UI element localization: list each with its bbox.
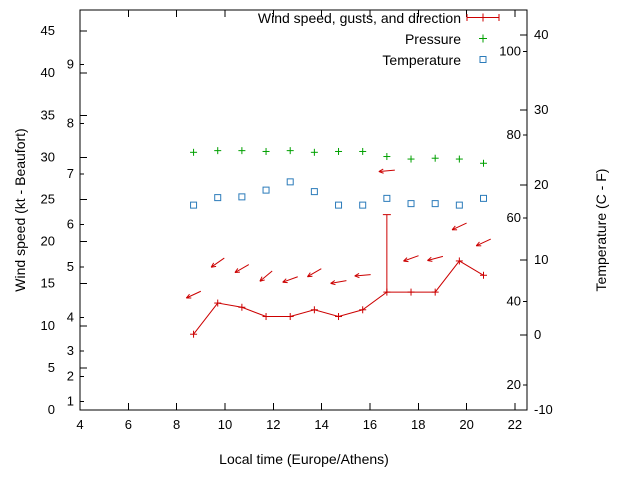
legend: Wind speed, gusts, and direction Pressur… xyxy=(0,7,500,70)
svg-text:2: 2 xyxy=(67,368,74,383)
wind-speed-series xyxy=(190,257,488,338)
svg-text:6: 6 xyxy=(67,217,74,232)
svg-text:8: 8 xyxy=(173,417,180,432)
svg-text:35: 35 xyxy=(41,107,55,122)
legend-item-temperature: Temperature xyxy=(0,49,500,70)
svg-text:9: 9 xyxy=(67,57,74,72)
svg-text:15: 15 xyxy=(41,276,55,291)
svg-text:-10: -10 xyxy=(534,402,553,417)
plus-marker-legend-icon xyxy=(479,34,487,43)
axis-ticks xyxy=(79,10,527,411)
legend-item-wind: Wind speed, gusts, and direction xyxy=(0,7,500,28)
wind-errorbar-legend-icon xyxy=(466,13,500,22)
svg-text:25: 25 xyxy=(41,191,55,206)
svg-text:5: 5 xyxy=(48,360,55,375)
svg-text:16: 16 xyxy=(363,417,377,432)
svg-text:7: 7 xyxy=(67,166,74,181)
gust-spike xyxy=(382,214,391,293)
plot-border xyxy=(79,9,528,411)
svg-text:4: 4 xyxy=(76,417,83,432)
svg-text:22: 22 xyxy=(508,417,522,432)
legend-item-pressure: Pressure xyxy=(0,28,500,49)
x-axis-title: Local time (Europe/Athens) xyxy=(219,451,389,467)
left-axis-title: Wind speed (kt - Beaufort) xyxy=(12,128,28,292)
svg-text:30: 30 xyxy=(41,149,55,164)
svg-text:6: 6 xyxy=(125,417,132,432)
svg-text:100: 100 xyxy=(499,43,521,58)
svg-text:14: 14 xyxy=(314,417,328,432)
svg-text:40: 40 xyxy=(41,65,55,80)
pressure-series xyxy=(190,147,488,167)
svg-text:20: 20 xyxy=(507,377,521,392)
svg-text:40: 40 xyxy=(534,27,548,42)
svg-text:12: 12 xyxy=(266,417,280,432)
svg-text:1: 1 xyxy=(67,394,74,409)
svg-text:20: 20 xyxy=(41,234,55,249)
svg-text:10: 10 xyxy=(41,318,55,333)
svg-text:60: 60 xyxy=(507,210,521,225)
svg-text:0: 0 xyxy=(534,327,541,342)
svg-text:80: 80 xyxy=(507,127,521,142)
square-marker-legend-icon xyxy=(479,56,487,63)
svg-text:10: 10 xyxy=(534,252,548,267)
svg-text:20: 20 xyxy=(459,417,473,432)
legend-label-pressure: Pressure xyxy=(404,30,461,47)
svg-text:18: 18 xyxy=(411,417,425,432)
svg-text:30: 30 xyxy=(534,102,548,117)
svg-text:4: 4 xyxy=(67,309,74,324)
svg-text:40: 40 xyxy=(507,294,521,309)
svg-text:20: 20 xyxy=(534,177,548,192)
svg-text:8: 8 xyxy=(67,116,74,131)
svg-text:5: 5 xyxy=(67,259,74,274)
svg-text:45: 45 xyxy=(41,23,55,38)
wind-direction-arrows xyxy=(185,168,491,299)
right-axis-title: Temperature (C - F) xyxy=(593,168,609,292)
svg-text:0: 0 xyxy=(48,402,55,417)
temperature-series xyxy=(190,178,488,209)
legend-label-temperature: Temperature xyxy=(382,51,461,68)
svg-text:10: 10 xyxy=(218,417,232,432)
legend-label-wind: Wind speed, gusts, and direction xyxy=(257,9,461,26)
svg-text:3: 3 xyxy=(67,343,74,358)
axis-tick-labels: 4 6 8 10 12 14 16 18 20 2205101520253035404512345… xyxy=(41,23,553,432)
